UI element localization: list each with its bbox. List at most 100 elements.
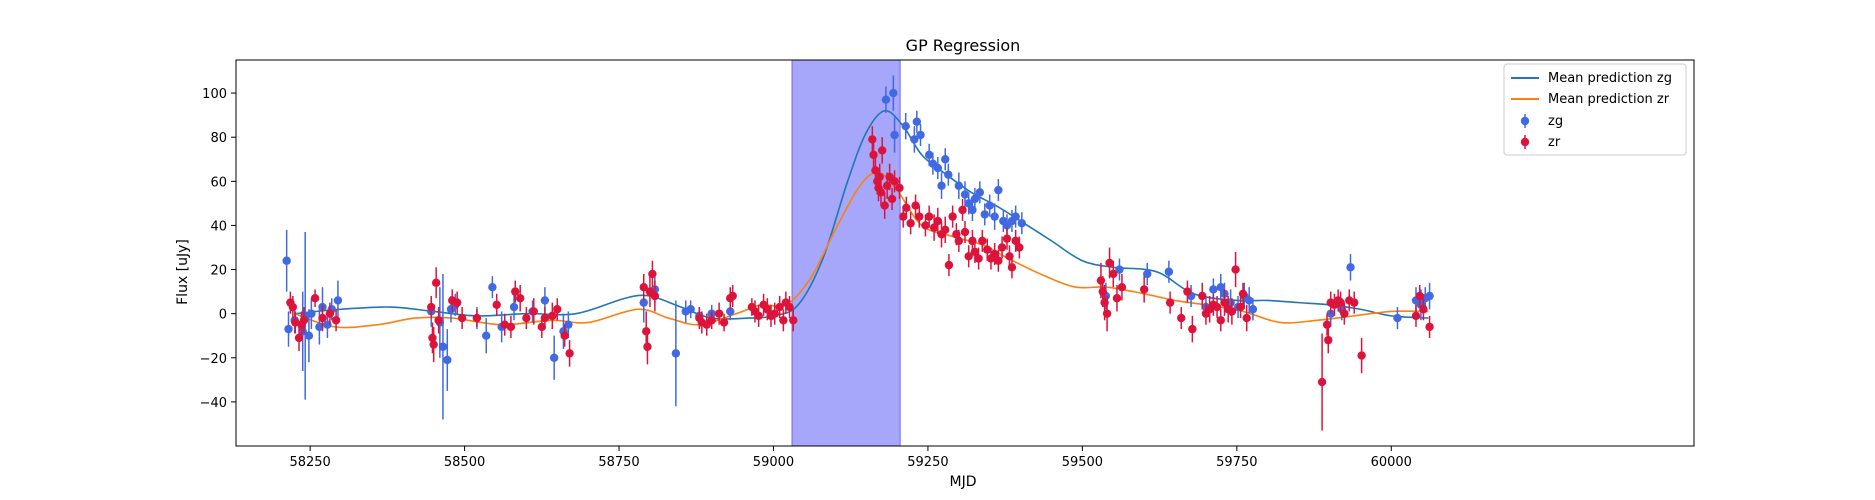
data-point-zr: [1102, 309, 1112, 318]
data-point-zr: [974, 254, 983, 263]
x-axis-label: MJD: [950, 474, 977, 490]
data-point-zr: [492, 300, 501, 310]
data-point-zr: [754, 311, 763, 321]
data-point-zr: [1350, 298, 1359, 307]
data-point-zg: [1017, 219, 1027, 228]
data-point-zg: [941, 155, 950, 164]
data-point-zr: [1212, 302, 1222, 312]
data-point-zg: [881, 95, 891, 104]
data-point-zr: [960, 227, 970, 237]
data-point-zr: [890, 177, 899, 186]
data-point-zg: [890, 130, 899, 140]
data-point-zr: [1322, 320, 1332, 329]
data-point-zr: [1411, 311, 1421, 321]
y-tick-label: −20: [200, 352, 227, 367]
data-point-zr: [779, 316, 788, 325]
data-point-zr: [1336, 298, 1345, 307]
y-axis-ticks: −40 −20 0 20 40 60 80 100: [200, 87, 236, 411]
data-point-zg: [975, 188, 985, 197]
data-point-zg: [933, 163, 943, 173]
data-point-zr: [1112, 294, 1122, 303]
data-point-zr: [1340, 309, 1349, 318]
data-point-zg: [1164, 267, 1174, 276]
data-point-zr: [1007, 263, 1017, 272]
data-point-zr: [1015, 243, 1024, 252]
data-point-zg: [686, 305, 695, 314]
data-point-zg: [438, 342, 448, 351]
data-point-zr: [1198, 291, 1207, 301]
data-point-zg: [901, 121, 910, 131]
data-point-zr: [643, 342, 652, 351]
y-tick-label: 100: [202, 87, 227, 102]
data-point-zr: [428, 333, 437, 343]
data-point-zg: [964, 199, 973, 208]
data-point-zr: [1324, 335, 1333, 345]
data-point-zg: [333, 296, 343, 305]
data-point-zr: [318, 313, 327, 323]
x-tick-label: 59000: [753, 455, 794, 470]
data-point-zr: [1139, 285, 1149, 294]
data-point-zr: [869, 150, 878, 160]
data-point-zr: [560, 331, 569, 340]
data-point-zr: [1002, 234, 1012, 243]
plot-area: [282, 60, 1434, 446]
x-tick-label: 59750: [1216, 455, 1257, 470]
data-point-zr: [954, 236, 964, 246]
data-point-zr: [895, 183, 904, 193]
data-point-zg: [1425, 291, 1434, 301]
data-point-zg: [443, 355, 452, 365]
data-point-zr: [565, 349, 574, 358]
data-point-zr: [868, 135, 877, 144]
data-point-zg: [924, 150, 934, 160]
data-point-zg: [1244, 296, 1254, 305]
data-point-zr: [472, 313, 482, 323]
data-point-zr: [707, 316, 716, 325]
data-point-zr: [639, 282, 648, 292]
y-tick-label: −40: [200, 396, 227, 411]
data-point-zr: [1165, 298, 1175, 307]
data-point-zr: [310, 294, 320, 303]
data-point-zg: [954, 181, 964, 190]
data-point-zr: [770, 309, 779, 318]
data-point-zr: [1177, 313, 1186, 323]
data-point-zr: [457, 313, 467, 323]
y-tick-label: 80: [210, 131, 227, 146]
data-point-zr: [427, 302, 436, 312]
data-point-zg: [1346, 263, 1355, 272]
data-point-zg: [482, 331, 491, 340]
data-point-zr: [763, 305, 772, 314]
data-point-zg: [304, 331, 314, 340]
data-point-zr: [906, 219, 915, 228]
data-point-zr: [648, 269, 657, 279]
legend-label-zg: zg: [1548, 114, 1563, 129]
data-point-zg: [970, 194, 980, 204]
data-point-zr: [929, 223, 939, 232]
legend-label-zg-mean: Mean prediction zg: [1548, 71, 1672, 86]
data-point-zr: [299, 316, 309, 325]
data-point-zr: [553, 305, 562, 314]
data-point-zg: [509, 302, 519, 312]
data-point-zr: [978, 236, 987, 246]
data-point-zr: [785, 302, 794, 312]
data-point-zr: [1096, 276, 1106, 285]
data-point-zg: [985, 201, 994, 210]
data-point-zg: [1011, 212, 1020, 221]
data-point-zr: [1011, 236, 1020, 246]
data-point-zr: [915, 212, 924, 221]
data-point-zg: [1115, 265, 1124, 274]
data-point-zg: [1393, 313, 1402, 323]
data-point-zg: [315, 322, 324, 332]
data-point-zr: [964, 252, 973, 261]
axes-frame: [235, 59, 1695, 447]
data-point-zg: [912, 117, 922, 126]
data-point-zr: [719, 318, 729, 327]
data-point-zg: [284, 324, 293, 334]
data-point-zg: [564, 320, 573, 329]
data-point-zr: [990, 249, 999, 259]
x-tick-label: 58750: [598, 455, 639, 470]
legend-marker-dot-zg: [1520, 116, 1530, 126]
data-point-zr: [434, 316, 443, 325]
data-point-zg: [960, 190, 970, 199]
data-point-zr: [878, 146, 887, 155]
